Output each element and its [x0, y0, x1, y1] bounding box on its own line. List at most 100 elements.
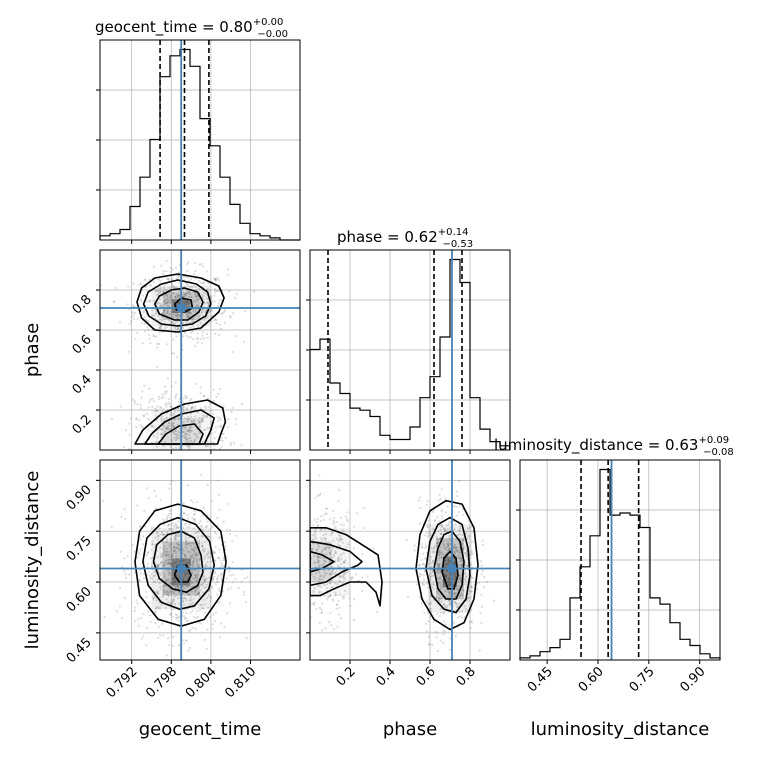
scatter-point: [438, 563, 441, 566]
scatter-point: [188, 292, 192, 295]
scatter-point: [193, 261, 196, 265]
scatter-point: [206, 416, 209, 419]
scatter-point: [210, 296, 213, 299]
scatter-point: [297, 541, 299, 543]
scatter-point: [174, 537, 177, 540]
scatter-point: [197, 573, 200, 576]
scatter-point: [165, 463, 167, 465]
scatter-point: [173, 580, 176, 584]
scatter-point: [158, 427, 161, 430]
scatter-point: [200, 293, 203, 296]
scatter-point: [216, 290, 219, 293]
scatter-point: [421, 582, 424, 585]
scatter-point: [159, 606, 162, 610]
scatter-point: [176, 317, 179, 320]
scatter-point: [153, 410, 157, 413]
scatter-point: [362, 527, 365, 530]
scatter-point: [214, 532, 217, 535]
scatter-point: [200, 473, 203, 476]
scatter-point: [429, 615, 432, 619]
scatter-point: [189, 311, 192, 315]
scatter-point: [203, 405, 207, 408]
scatter-point: [162, 590, 165, 593]
scatter-point: [199, 321, 202, 325]
scatter-point: [455, 505, 458, 508]
scatter-point: [143, 440, 146, 443]
scatter-point: [152, 575, 155, 578]
scatter-point: [188, 593, 191, 597]
scatter-point: [201, 607, 204, 610]
scatter-point: [170, 283, 173, 286]
scatter-point: [173, 603, 177, 606]
scatter-point: [184, 559, 187, 562]
scatter-point: [152, 526, 155, 529]
scatter-point: [168, 527, 171, 530]
scatter-point: [341, 575, 344, 578]
scatter-point: [237, 587, 240, 590]
scatter-point: [337, 559, 340, 563]
scatter-point: [448, 578, 451, 581]
scatter-point: [436, 631, 439, 634]
scatter-point: [167, 562, 170, 565]
scatter-point: [160, 327, 163, 330]
scatter-point: [181, 430, 185, 434]
scatter-point: [337, 539, 340, 542]
scatter-point: [324, 560, 327, 563]
scatter-point: [187, 336, 190, 339]
scatter-point: [292, 589, 294, 591]
scatter-point: [323, 547, 326, 550]
scatter-point: [170, 562, 173, 565]
scatter-point: [183, 436, 186, 439]
scatter-point: [458, 529, 461, 532]
scatter-point: [172, 584, 175, 587]
scatter-point: [481, 543, 485, 547]
scatter-point: [174, 535, 177, 538]
scatter-point: [159, 416, 162, 419]
scatter-point: [301, 589, 303, 591]
scatter-point: [336, 626, 339, 629]
x-tick-label: 0.75: [627, 664, 658, 695]
scatter-point: [421, 545, 424, 548]
scatter-point: [159, 286, 162, 289]
scatter-point: [147, 610, 150, 614]
scatter-point: [196, 299, 199, 302]
scatter-point: [329, 533, 332, 536]
scatter-point: [195, 616, 198, 620]
scatter-point: [212, 551, 215, 555]
scatter-point: [199, 420, 202, 424]
scatter-point: [156, 564, 159, 567]
title-luminosity-distance: luminosity_distance = 0.63+0.09 −0.08: [494, 435, 734, 458]
scatter-point: [149, 299, 152, 302]
scatter-point: [418, 595, 421, 599]
x-tick-label: 0.60: [576, 664, 607, 695]
scatter-point: [437, 499, 440, 502]
scatter-point: [454, 634, 457, 638]
scatter-point: [167, 421, 170, 425]
scatter-point: [452, 528, 455, 531]
scatter-point: [174, 433, 177, 436]
scatter-point: [200, 313, 203, 316]
scatter-point: [311, 538, 314, 541]
scatter-point: [169, 405, 172, 408]
scatter-point: [202, 394, 205, 398]
scatter-point: [190, 548, 193, 551]
scatter-point: [229, 315, 232, 318]
scatter-point: [201, 420, 204, 423]
scatter-point: [177, 327, 180, 330]
scatter-point: [186, 420, 189, 423]
scatter-point: [217, 302, 220, 305]
scatter-point: [151, 478, 153, 480]
scatter-point: [141, 294, 145, 297]
scatter-point: [110, 526, 113, 529]
scatter-point: [191, 548, 194, 551]
scatter-point: [172, 424, 175, 428]
scatter-point: [230, 586, 233, 589]
scatter-point: [320, 537, 323, 540]
scatter-point: [320, 574, 323, 578]
scatter-point: [190, 319, 193, 322]
scatter-point: [115, 456, 117, 458]
scatter-point: [315, 607, 318, 610]
scatter-point: [160, 304, 163, 307]
scatter-point: [182, 427, 185, 430]
scatter-point: [189, 429, 193, 432]
